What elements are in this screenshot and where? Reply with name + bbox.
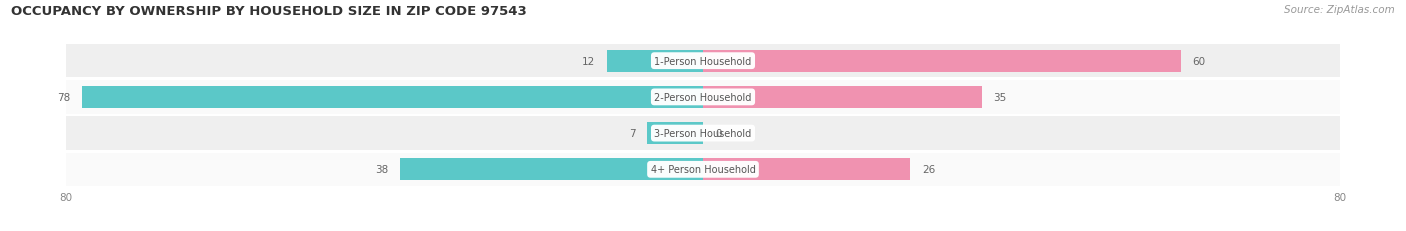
Bar [703,159,910,180]
Text: 1-Person Household: 1-Person Household [654,56,752,66]
Bar [82,87,703,108]
Bar [703,87,981,108]
Text: Source: ZipAtlas.com: Source: ZipAtlas.com [1284,5,1395,15]
Bar [66,81,1340,114]
Bar [647,123,703,144]
Text: 12: 12 [582,56,596,66]
Text: 3-Person Household: 3-Person Household [654,128,752,139]
Text: 38: 38 [375,165,388,175]
Text: 7: 7 [628,128,636,139]
Bar [703,51,1181,72]
Text: 60: 60 [1192,56,1206,66]
Bar [66,45,1340,78]
Text: 4+ Person Household: 4+ Person Household [651,165,755,175]
Bar [66,117,1340,150]
Text: 0: 0 [714,128,721,139]
Text: 35: 35 [994,92,1007,103]
Bar [401,159,703,180]
Text: 2-Person Household: 2-Person Household [654,92,752,103]
Bar [607,51,703,72]
Text: OCCUPANCY BY OWNERSHIP BY HOUSEHOLD SIZE IN ZIP CODE 97543: OCCUPANCY BY OWNERSHIP BY HOUSEHOLD SIZE… [11,5,527,18]
Text: 26: 26 [922,165,935,175]
Text: 78: 78 [56,92,70,103]
Bar [66,153,1340,186]
